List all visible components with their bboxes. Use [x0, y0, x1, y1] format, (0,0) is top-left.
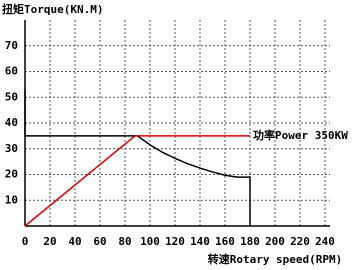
x-tick-label: 20	[43, 235, 56, 248]
y-tick-label: 50	[5, 90, 18, 103]
x-axis-label: 转速Rotary speed(RPM)	[208, 252, 343, 266]
x-tick-label: 240	[315, 235, 335, 248]
x-tick-label: 200	[265, 235, 285, 248]
x-tick-label: 140	[190, 235, 210, 248]
y-tick-label: 60	[5, 65, 18, 78]
y-tick-label: 30	[5, 142, 18, 155]
x-tick-label: 0	[22, 235, 29, 248]
y-tick-label: 10	[5, 193, 18, 206]
y-tick-label: 40	[5, 116, 18, 129]
series-line	[24, 135, 250, 227]
x-tick-label: 220	[290, 235, 310, 248]
x-tick-label: 180	[240, 235, 260, 248]
annotation: 功率Power 350KW	[253, 128, 348, 142]
series-line	[24, 89, 251, 226]
x-tick-label: 40	[68, 235, 81, 248]
y-tick-label: 70	[5, 39, 18, 52]
y-tick-label: 20	[5, 168, 18, 181]
x-tick-label: 120	[165, 235, 185, 248]
x-tick-label: 100	[140, 235, 160, 248]
x-tick-label: 80	[118, 235, 131, 248]
x-tick-label: 60	[93, 235, 106, 248]
x-tick-label: 160	[215, 235, 235, 248]
chart-title: 扭矩Torque(KN.M)	[2, 2, 103, 16]
